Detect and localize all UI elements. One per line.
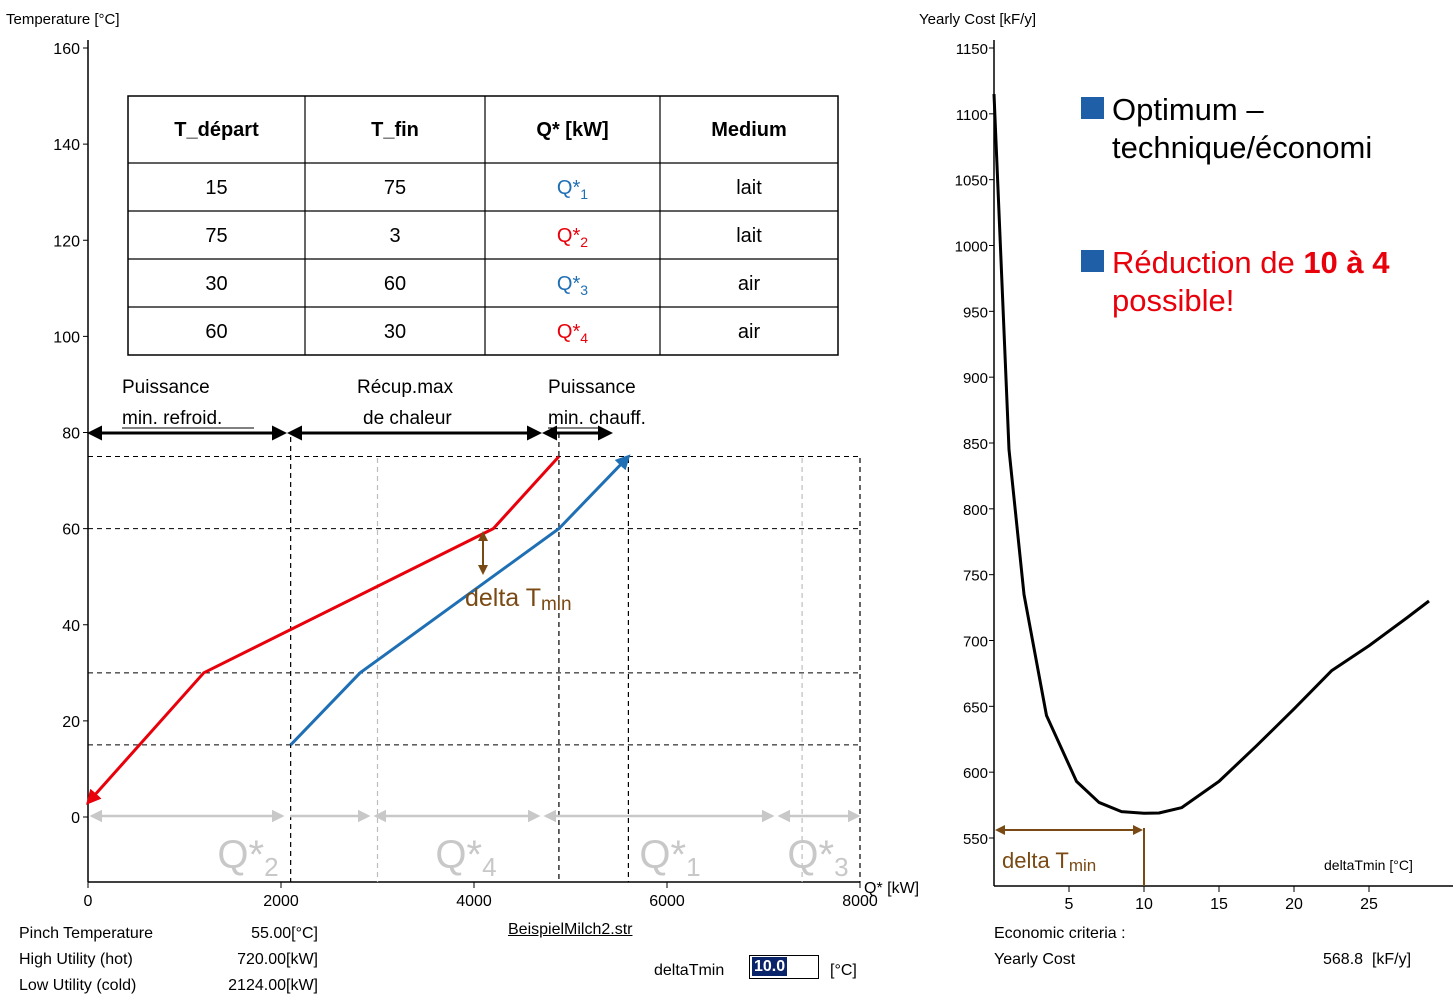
info-value-high: 720.00[kW] [237,951,318,968]
q-segment-label: Q*3 [787,833,848,882]
economic-criteria-title: Economic criteria : [994,925,1126,942]
table-cell-end: 60 [384,273,406,295]
info-label-high: High Utility (hot) [19,951,133,968]
right-chart: Yearly Cost [kF/y] 1150 1100 1050 1000 950 90… [919,11,1453,913]
table-cell-end: 75 [384,177,406,199]
right-y-tick-label: 1100 [956,107,988,124]
right-x-tick-label: 5 [1065,896,1074,913]
right-y-tick-label: 950 [963,304,988,321]
right-x-axis-label: deltaTmin [°C] [1324,857,1413,873]
table-cell-q: Q*2 [557,225,588,250]
right-y-tick-label: 600 [963,765,988,782]
delta-field-unit: [°C] [830,962,857,979]
table-cell-start: 15 [205,177,227,199]
right-delta-label: delta Tmin [1002,848,1096,875]
table-cell-start: 60 [205,321,227,343]
q-segment-label: Q*4 [435,833,496,882]
left-x-tick-label: 4000 [456,893,492,910]
right-x-tick-label: 10 [1135,896,1153,913]
table-cell-medium: lait [736,225,762,247]
table-header: Q* [kW] [536,119,608,141]
recovery-label-1: Récup.max [357,377,454,398]
table-header: Medium [711,119,787,141]
right-y-tick-label: 1050 [955,173,988,190]
delta-t-label: delta Tmin [465,584,572,615]
left-y-tick-label: 40 [62,618,80,635]
delta-tmin-input[interactable]: 10.0 [749,955,819,979]
left-y-tick-label: 80 [62,426,80,443]
table-cell-q: Q*3 [557,273,588,298]
yearly-cost-value: 568.8 [kF/y] [1323,951,1411,968]
bullet-list: Optimum – technique/économi Réduction de… [1081,92,1390,318]
right-y-tick-label: 700 [963,634,988,651]
bullet-square-1 [1081,97,1104,119]
info-value-low: 2124.00[kW] [228,977,318,994]
left-y-tick-label: 100 [53,329,80,346]
bullet-1-line-2: technique/économi [1112,130,1372,165]
info-panel: Pinch Temperature 55.00[°C] High Utility… [19,925,1411,994]
table-cell-end: 3 [389,225,400,247]
table-header: T_fin [371,119,419,141]
right-y-tick-label: 850 [963,436,988,453]
right-x-tick-label: 15 [1210,896,1228,913]
table-cell-medium: air [738,273,761,295]
left-y-tick-label: 60 [62,522,80,539]
right-y-tick-label: 1150 [956,41,988,58]
right-y-tick-label: 900 [963,370,988,387]
hot-composite-curve [86,455,561,805]
left-chart: Temperature [°C] 160 140 120 100 80 60 40 20 0 0… [6,11,919,910]
yearly-cost-label: Yearly Cost [994,951,1076,968]
q-segment-label: Q*2 [217,833,278,882]
right-y-tick-label: 1000 [955,239,988,256]
table-cell-start: 75 [205,225,227,247]
left-x-tick-label: 8000 [842,893,878,910]
delta-tmin-value: 10.0 [752,957,788,976]
table-cell-q: Q*4 [557,321,588,346]
right-y-axis-label: Yearly Cost [kF/y] [919,11,1036,28]
heating-label-1: Puissance [548,377,636,398]
left-y-tick-label: 20 [62,714,80,731]
left-y-tick-label: 0 [71,810,80,827]
file-link[interactable]: BeispielMilch2.str [508,921,633,938]
info-value-pinch: 55.00[°C] [251,925,318,942]
q-segment-label: Q*1 [639,833,700,882]
left-x-tick-label: 0 [84,893,93,910]
left-x-tick-label: 2000 [263,893,299,910]
right-y-tick-label: 550 [963,831,988,848]
bullet-square-2 [1081,250,1104,272]
table-cell-medium: lait [736,177,762,199]
recovery-label-2: de chaleur [363,408,452,429]
table-cell-start: 30 [205,273,227,295]
table-cell-q: Q*1 [557,177,588,202]
right-x-tick-label: 25 [1360,896,1378,913]
right-y-tick-label: 750 [963,568,988,585]
table-cell-end: 30 [384,321,406,343]
bullet-1-line-1: Optimum – [1112,92,1264,127]
left-y-tick-label: 120 [53,233,80,250]
yearly-cost-curve [992,94,1430,815]
table-header: T_départ [174,119,259,141]
left-y-axis-label: Temperature [°C] [6,11,120,28]
span-annotations: Puissance min. refroid. Récup.max de cha… [87,377,646,441]
table-frame [127,95,839,356]
right-y-tick-label: 800 [963,502,988,519]
heating-label-2: min. chauff. [548,408,646,429]
info-label-pinch: Pinch Temperature [19,925,153,942]
info-label-low: Low Utility (cold) [19,977,136,994]
cold-composite-curve [289,454,631,746]
right-y-tick-label: 650 [963,699,988,716]
right-x-tick-label: 20 [1285,896,1303,913]
cooling-label-2: min. refroid. [122,408,222,429]
left-y-tick-label: 160 [53,41,80,58]
stream-table: T_départ T_fin Q* [kW] Medium 15 75 Q*1 lait 75 3… [127,95,839,356]
cooling-label-1: Puissance [122,377,210,398]
delta-field-label: deltaTmin [654,962,724,979]
left-x-tick-label: 6000 [649,893,685,910]
table-cell-medium: air [738,321,761,343]
bullet-2-line-2: possible! [1112,283,1234,318]
left-y-tick-label: 140 [53,137,80,154]
left-x-axis-label: Q* [kW] [864,880,919,897]
bullet-2-line-1: Réduction de 10 à 4 [1112,245,1390,280]
